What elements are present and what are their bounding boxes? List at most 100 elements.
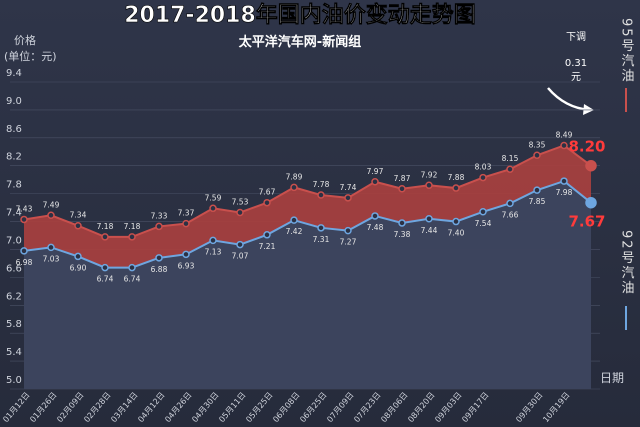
- legend-label: 95号汽油: [619, 18, 635, 84]
- data-label: 7.78: [313, 180, 330, 189]
- point: [533, 186, 541, 194]
- point: [425, 215, 433, 223]
- point: [209, 236, 217, 245]
- y-tick-label: 6.6: [6, 263, 22, 274]
- data-label: 8.49: [556, 130, 573, 139]
- data-label: 8.20: [568, 138, 605, 156]
- point: [452, 217, 460, 226]
- data-label: 7.89: [286, 172, 303, 181]
- point: [425, 181, 433, 190]
- data-label: 7.03: [43, 254, 60, 263]
- data-label: 7.07: [232, 252, 249, 261]
- annotation: 下调: [566, 31, 586, 43]
- point: [128, 263, 136, 272]
- point: [47, 211, 55, 220]
- data-label: 6.93: [178, 261, 195, 270]
- point: [74, 221, 82, 230]
- y-tick-label: 7.8: [6, 180, 22, 191]
- y-tick-label: 8.2: [6, 152, 22, 163]
- data-label: 7.42: [286, 227, 303, 236]
- data-label: 6.74: [124, 275, 141, 284]
- data-label: 7.66: [502, 210, 519, 219]
- data-label: 7.98: [556, 188, 573, 197]
- annotation: 0.31: [565, 58, 587, 69]
- point: [585, 196, 597, 209]
- y-tick-label: 6.2: [6, 291, 22, 302]
- data-label: 7.67: [259, 188, 276, 197]
- point: [263, 231, 271, 239]
- point: [506, 199, 514, 208]
- point: [290, 216, 298, 224]
- chart-subtitle: 太平洋汽车网-新闻组: [238, 34, 361, 50]
- point: [101, 233, 109, 241]
- y-tick-label: 5.4: [6, 347, 22, 358]
- point: [182, 250, 190, 259]
- point: [74, 252, 82, 261]
- legend-label: 92号汽油: [619, 230, 635, 296]
- data-label: 7.74: [340, 183, 357, 192]
- point: [20, 247, 28, 255]
- point: [371, 212, 379, 220]
- data-label: 7.18: [97, 222, 114, 231]
- point: [398, 185, 406, 193]
- legend-item: 95号汽油: [619, 18, 635, 112]
- point: [317, 191, 325, 199]
- point: [317, 224, 325, 232]
- point: [371, 178, 379, 186]
- data-label: 7.33: [151, 211, 168, 220]
- point: [585, 159, 597, 172]
- x-axis-label: 日期: [600, 371, 624, 385]
- data-label: 8.03: [475, 163, 492, 172]
- data-label: 6.74: [97, 275, 114, 284]
- data-label: 8.35: [529, 140, 546, 149]
- point: [209, 204, 217, 213]
- data-label: 7.54: [475, 219, 492, 228]
- point: [398, 219, 406, 227]
- data-label: 7.85: [529, 197, 546, 206]
- data-label: 7.87: [394, 174, 411, 183]
- point: [479, 208, 487, 216]
- y-tick-label: 5.8: [6, 319, 22, 330]
- data-label: 7.37: [178, 209, 195, 218]
- arrow-head: [583, 104, 594, 115]
- y-tick-label: 9.0: [6, 96, 22, 107]
- data-label: 7.92: [421, 170, 438, 179]
- data-label: 7.31: [313, 235, 330, 244]
- y-axis-label: 价格: [14, 33, 36, 47]
- y-tick-label: 7.0: [6, 235, 22, 246]
- point: [344, 226, 352, 235]
- point: [47, 243, 55, 252]
- line: [23, 144, 592, 238]
- y-tick-label: 5.0: [6, 375, 22, 386]
- point: [506, 165, 514, 173]
- data-label: 6.98: [16, 258, 33, 267]
- y-axis-label: (单位：元): [4, 49, 57, 63]
- point: [290, 183, 298, 192]
- point: [155, 254, 163, 262]
- data-label: 8.15: [502, 154, 519, 163]
- data-label: 7.34: [70, 211, 87, 220]
- point: [182, 219, 190, 228]
- point: [20, 215, 28, 224]
- data-label: 7.44: [421, 226, 438, 235]
- data-label: 7.18: [124, 222, 141, 231]
- data-label: 7.27: [340, 238, 357, 247]
- chart-title: 2017-2018年国内油价变动走势图: [124, 2, 476, 28]
- data-label: 7.21: [259, 242, 276, 251]
- point: [128, 233, 136, 241]
- data-label: 7.38: [394, 230, 411, 239]
- point: [452, 184, 460, 192]
- point: [155, 222, 163, 231]
- data-label: 7.13: [205, 247, 222, 256]
- data-label: 7.53: [232, 197, 249, 206]
- point: [479, 173, 487, 182]
- legend-item: 92号汽油: [619, 230, 635, 330]
- y-tick-label: 7.4: [6, 208, 22, 219]
- y-tick-label: 9.4: [6, 68, 22, 79]
- data-label: 7.97: [367, 167, 384, 176]
- area: [24, 181, 591, 389]
- point: [236, 240, 244, 249]
- data-label: 7.59: [205, 193, 222, 202]
- data-label: 7.40: [448, 229, 465, 238]
- point: [101, 263, 109, 272]
